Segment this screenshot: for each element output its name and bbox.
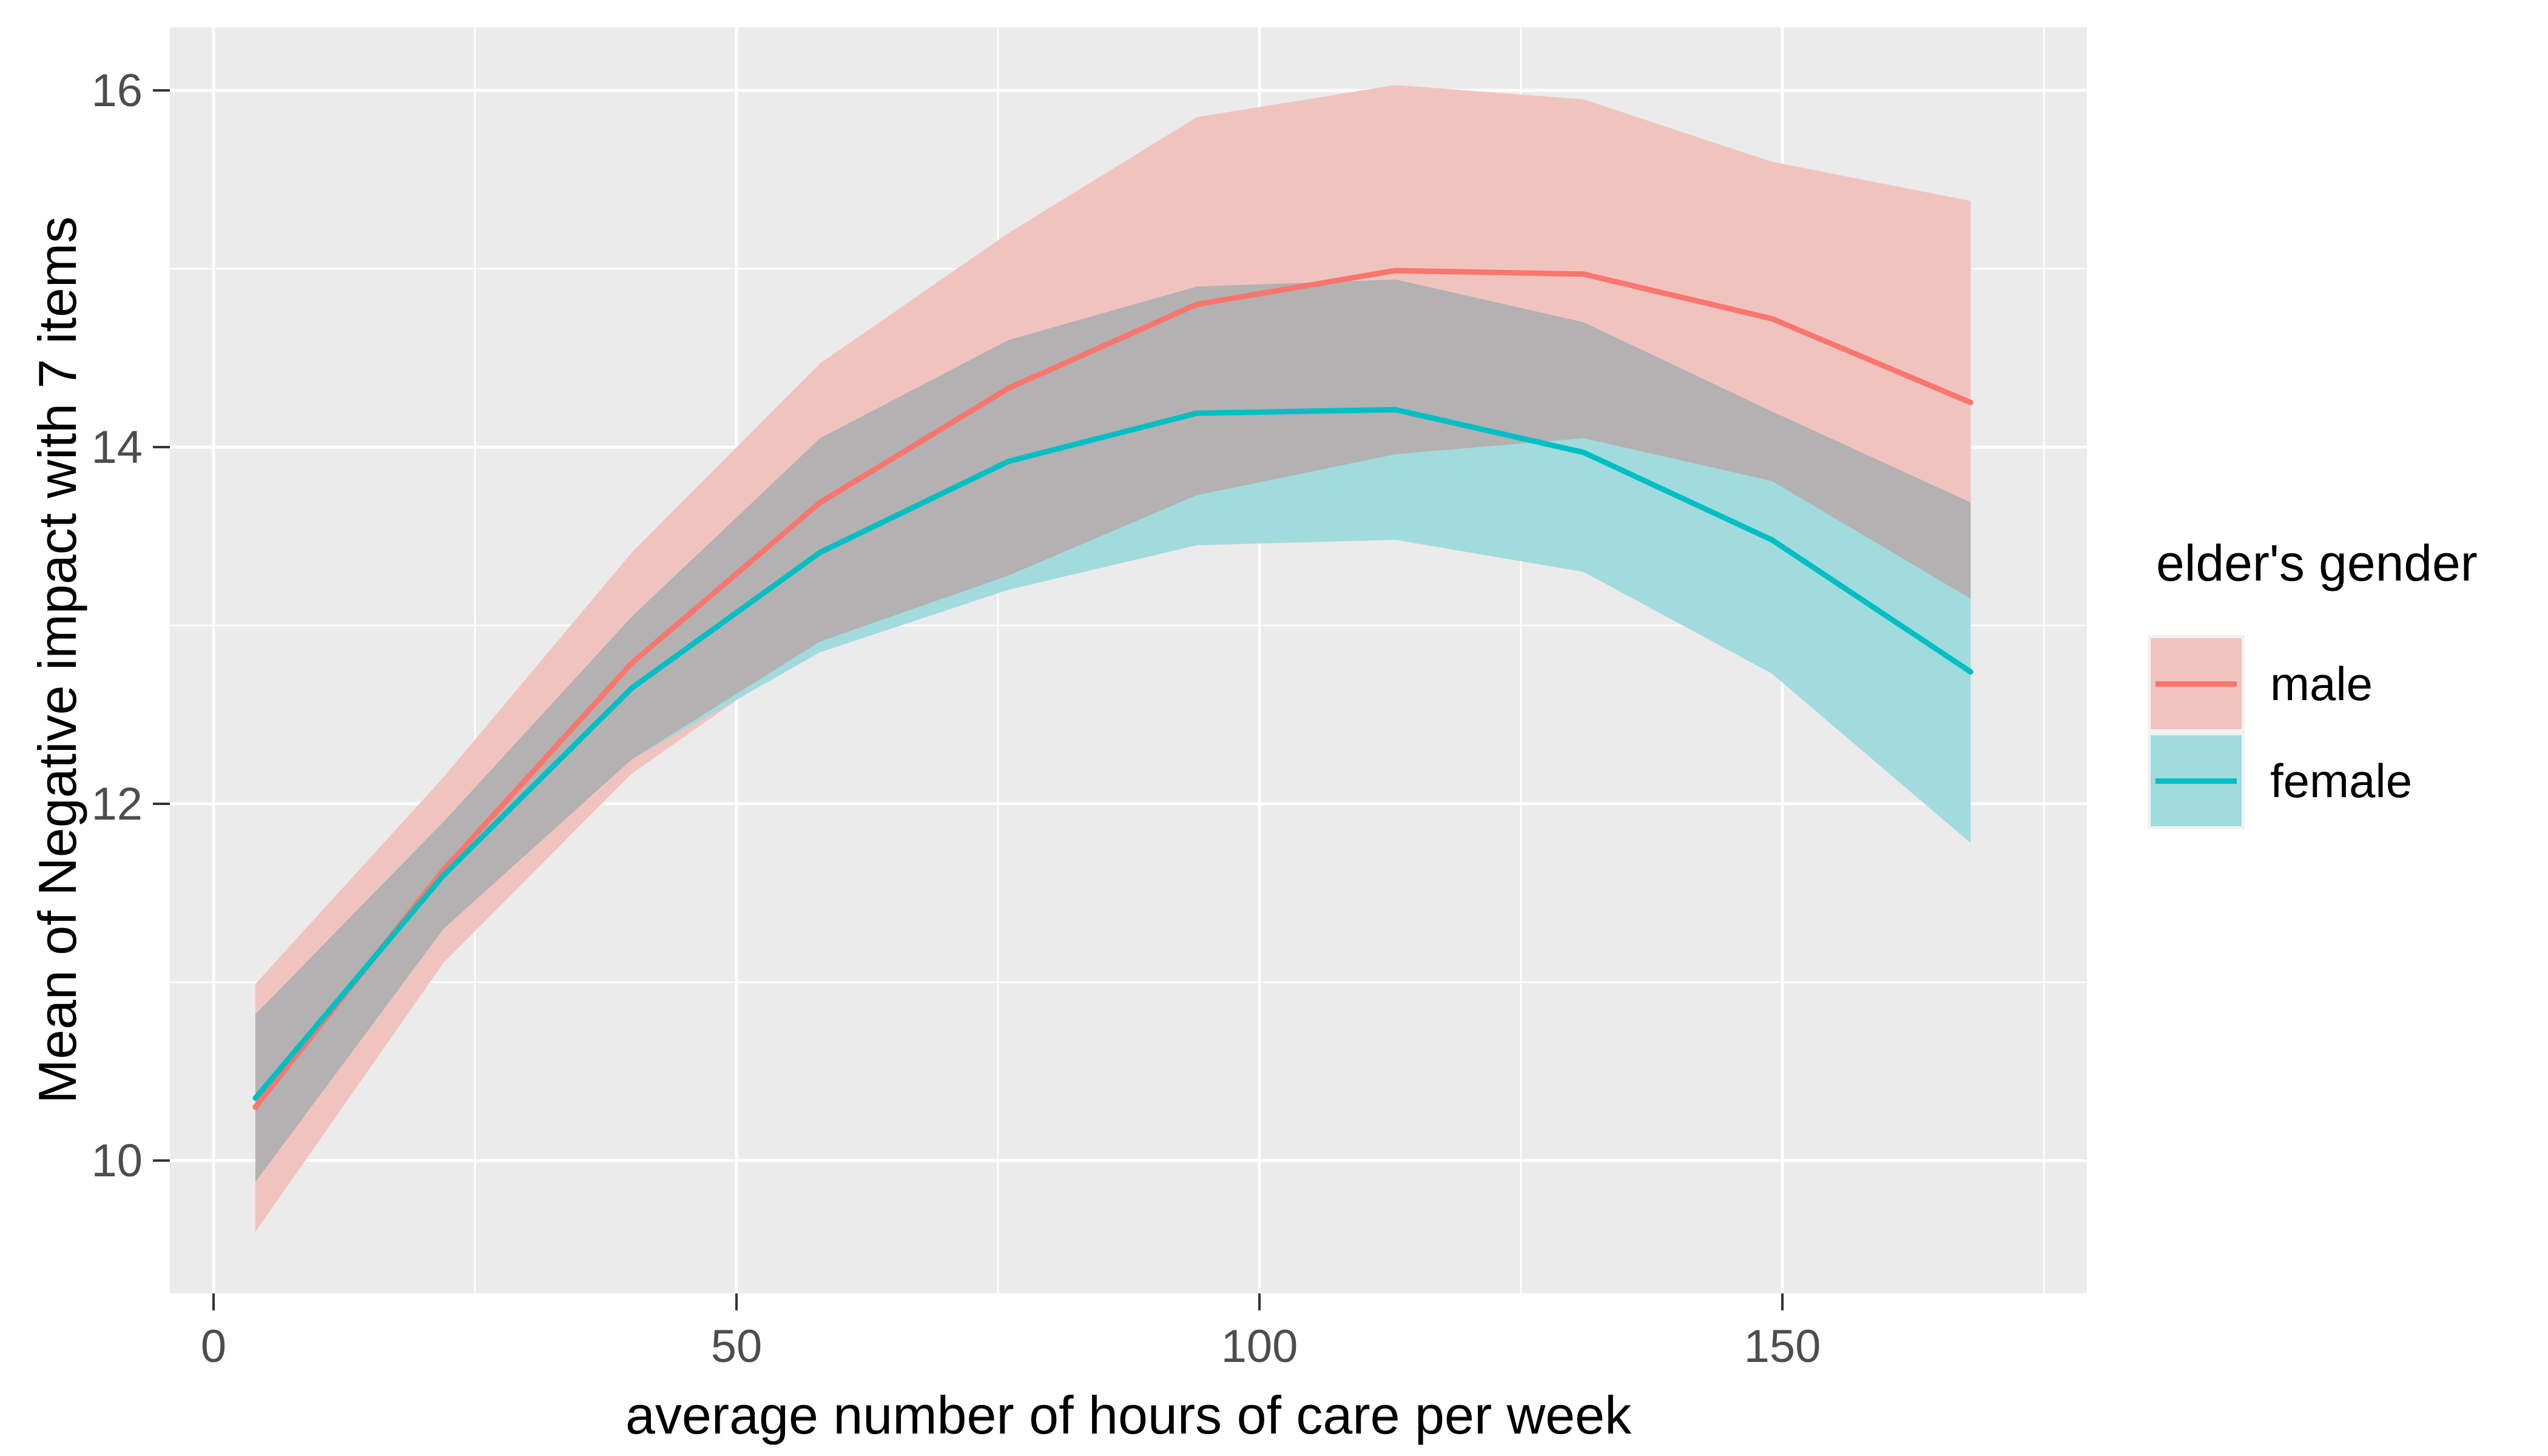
legend-key-female [2151, 735, 2242, 826]
legend-key-frame [2148, 635, 2245, 732]
legend-label-male: male [2270, 656, 2373, 710]
x-tick-label: 0 [201, 1321, 226, 1372]
legend-entries: male female [2148, 635, 2478, 829]
legend-key-line-male [2155, 681, 2237, 687]
x-axis-title: average number of hours of care per week [625, 1385, 1632, 1445]
ribbon-overlap [255, 279, 1971, 1182]
y-tick-label: 14 [91, 422, 143, 473]
y-tick-label: 12 [91, 778, 143, 830]
line-female [252, 406, 1973, 1101]
y-tick-label: 16 [91, 65, 143, 116]
x-tick-label: 100 [1221, 1321, 1298, 1372]
legend-key-line-female [2155, 778, 2237, 784]
legend-key-male [2151, 638, 2242, 729]
legend-entry-male: male [2148, 635, 2478, 732]
y-tick-label: 10 [91, 1135, 143, 1187]
y-axis-title: Mean of Negative impact with 7 items [27, 216, 87, 1104]
legend-entry-female: female [2148, 732, 2478, 829]
legend: elder's gender male female [2148, 534, 2478, 829]
x-tick-label: 50 [711, 1321, 763, 1372]
line-male [252, 268, 1973, 1110]
legend-label-female: female [2270, 753, 2413, 807]
legend-key-frame [2148, 732, 2245, 829]
legend-title: elder's gender [2156, 534, 2478, 592]
x-tick-label: 150 [1744, 1321, 1821, 1372]
ribbon-female [255, 279, 1971, 1182]
